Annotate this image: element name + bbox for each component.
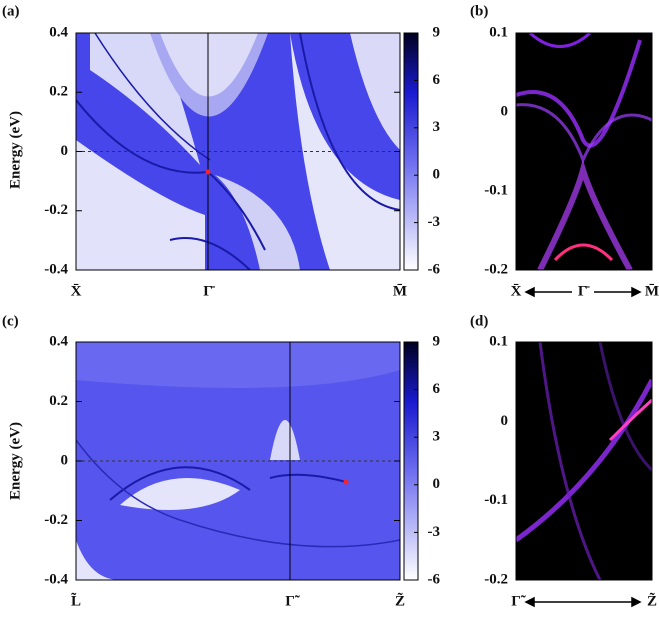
y-axis-label: Energy (eV) <box>7 422 23 500</box>
dirac-point <box>344 480 349 485</box>
colorbar-tick-label: 6 <box>433 381 441 397</box>
spectral-map <box>516 33 652 270</box>
x-tick-label: Z̃ <box>647 592 657 609</box>
y-tick-label: 0 <box>501 103 509 119</box>
x-tick-label: Γ̃ <box>511 593 526 609</box>
colorbar <box>404 342 418 580</box>
colorbar-tick-label: 6 <box>433 72 441 88</box>
colorbar-tick-label: -3 <box>428 214 441 230</box>
y-tick-label: -0.2 <box>44 202 68 218</box>
colorbar-tick-label: 3 <box>433 429 441 445</box>
colorbar-tick-label: 0 <box>433 476 441 492</box>
y-tick-label: 0.4 <box>49 24 68 40</box>
x-tick-label: X̄ <box>71 283 82 299</box>
x-tick-label: Γ̄ <box>578 283 591 299</box>
x-tick-label: Z̃ <box>395 592 405 609</box>
y-tick-label: 0.1 <box>489 333 508 349</box>
x-tick-label: X̄ <box>511 283 522 299</box>
y-tick-label: 0.1 <box>489 24 508 40</box>
panel-label: (d) <box>470 313 488 329</box>
colorbar-tick-label: 9 <box>433 24 441 40</box>
y-tick-label: 0.4 <box>49 333 68 349</box>
x-tick-label: M̄ <box>393 283 407 299</box>
spectral-map <box>516 342 652 580</box>
colorbar <box>404 33 418 270</box>
colorbar-tick-label: -6 <box>428 571 441 587</box>
colorbar-tick-label: 9 <box>433 333 441 349</box>
y-tick-label: -0.2 <box>484 261 508 277</box>
colorbar-tick-label: -6 <box>428 261 441 277</box>
y-tick-label: 0 <box>501 413 509 429</box>
colorbar-tick-label: 0 <box>433 167 441 183</box>
y-tick-label: -0.2 <box>484 571 508 587</box>
y-tick-label: 0.2 <box>49 393 68 409</box>
panel-label: (a) <box>2 3 20 19</box>
y-axis-label: Energy (eV) <box>7 111 23 189</box>
x-tick-label: M̄ <box>645 283 659 299</box>
y-tick-label: -0.4 <box>44 261 68 277</box>
x-tick-label: Γ̃ <box>285 593 300 609</box>
y-tick-label: 0 <box>61 143 69 159</box>
y-tick-label: -0.1 <box>484 492 508 508</box>
panel-label: (c) <box>2 313 19 329</box>
colorbar-tick-label: -3 <box>428 524 441 540</box>
y-tick-label: -0.2 <box>44 512 68 528</box>
dirac-point <box>206 170 211 175</box>
y-tick-label: -0.4 <box>44 571 68 587</box>
figure: (a) Energy (eV) -0.4 -0.2 0 0.2 0.4 X̄ Γ̄ M̄ -6 -3 0… <box>0 0 659 618</box>
y-tick-label: -0.1 <box>484 182 508 198</box>
panel-label: (b) <box>470 3 488 19</box>
x-tick-label: L̃ <box>71 592 81 609</box>
y-tick-label: 0.2 <box>49 84 68 100</box>
x-tick-label: Γ̄ <box>203 283 216 299</box>
colorbar-tick-label: 3 <box>433 119 441 135</box>
y-tick-label: 0 <box>61 452 69 468</box>
